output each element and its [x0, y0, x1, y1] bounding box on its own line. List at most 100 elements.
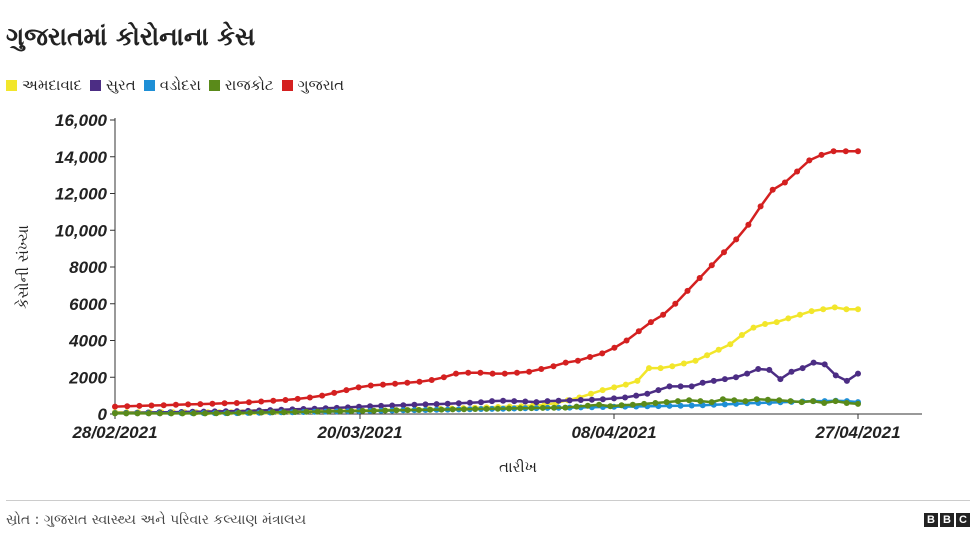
- legend-item: વડોદરા: [143, 76, 201, 94]
- data-point: [622, 394, 629, 401]
- data-point: [611, 344, 618, 351]
- data-point: [258, 398, 265, 405]
- data-point: [641, 400, 648, 407]
- data-point: [843, 400, 850, 406]
- data-point: [235, 409, 242, 416]
- data-point: [378, 402, 385, 409]
- data-point: [477, 369, 484, 376]
- data-point: [303, 408, 310, 415]
- bbc-logo-block: C: [956, 513, 970, 527]
- data-point: [306, 394, 313, 401]
- data-point: [753, 396, 760, 403]
- data-point: [562, 359, 569, 366]
- data-point: [669, 363, 676, 370]
- data-point: [213, 410, 220, 417]
- data-point: [455, 400, 462, 407]
- x-axis-title: તારીખ: [499, 458, 537, 476]
- data-point: [618, 402, 625, 409]
- data-point: [292, 409, 299, 415]
- data-point: [587, 354, 593, 360]
- data-point: [629, 401, 636, 408]
- data-point: [209, 400, 216, 407]
- data-point: [123, 410, 130, 417]
- data-point: [319, 392, 326, 399]
- data-point: [588, 390, 594, 397]
- data-point: [562, 404, 569, 411]
- x-tick-label: 28/02/2021: [71, 423, 157, 442]
- data-point: [660, 311, 667, 318]
- data-point: [172, 401, 179, 408]
- data-point: [686, 397, 693, 404]
- data-point: [688, 383, 695, 390]
- data-point: [449, 406, 456, 413]
- data-point: [179, 410, 186, 417]
- source-note: સ્રોત : ગુજરાત સ્વાસ્થ્ય અને પરિવાર કલ્ય…: [6, 512, 307, 528]
- data-point: [799, 365, 806, 372]
- data-point: [821, 400, 828, 406]
- data-point: [684, 287, 691, 294]
- data-point: [185, 401, 192, 408]
- data-point: [197, 401, 204, 408]
- data-point: [744, 370, 751, 377]
- legend-label: અમદાવાદ: [22, 76, 82, 94]
- data-point: [738, 332, 745, 338]
- legend-item: રાજકોટ: [208, 76, 274, 94]
- data-point: [832, 398, 839, 405]
- y-tick-label: 4000: [68, 332, 107, 351]
- data-point: [781, 179, 788, 186]
- data-point: [466, 399, 473, 406]
- data-point: [596, 401, 603, 408]
- data-point: [157, 410, 163, 417]
- data-point: [697, 398, 704, 405]
- data-point: [574, 357, 581, 364]
- data-point: [810, 398, 816, 405]
- data-point: [489, 398, 495, 405]
- data-point: [148, 402, 155, 409]
- data-point: [389, 402, 396, 409]
- data-point: [721, 249, 727, 256]
- legend-item: અમદાવાદ: [6, 76, 82, 94]
- data-point: [663, 399, 670, 406]
- data-point: [331, 389, 338, 396]
- data-point: [611, 395, 617, 402]
- data-point: [367, 403, 374, 410]
- data-point: [246, 399, 252, 406]
- data-point: [380, 381, 386, 388]
- data-point: [787, 398, 794, 405]
- data-point: [168, 410, 175, 417]
- data-point: [269, 409, 276, 416]
- legend-swatch: [6, 79, 17, 91]
- data-point: [247, 409, 254, 416]
- data-point: [699, 379, 706, 386]
- data-point: [588, 396, 595, 403]
- data-point: [696, 275, 703, 281]
- data-point: [337, 408, 344, 415]
- data-point: [798, 399, 805, 406]
- data-point: [224, 410, 231, 417]
- data-point: [655, 387, 662, 394]
- data-point: [818, 151, 825, 158]
- data-point: [539, 404, 546, 411]
- data-point: [348, 408, 355, 415]
- data-point: [635, 328, 642, 335]
- data-point: [821, 361, 828, 368]
- footer-divider: [6, 500, 970, 501]
- data-point: [599, 387, 606, 394]
- x-tick-label: 27/04/2021: [814, 423, 900, 442]
- data-point: [526, 368, 533, 375]
- data-point: [404, 407, 411, 414]
- data-point: [688, 402, 695, 409]
- data-point: [742, 398, 749, 405]
- data-point: [359, 407, 366, 414]
- legend-label: ગુજરાત: [297, 76, 345, 94]
- data-point: [677, 402, 684, 409]
- data-point: [599, 350, 606, 357]
- data-point: [500, 397, 507, 404]
- data-point: [314, 408, 321, 415]
- data-point: [843, 306, 850, 313]
- data-point: [356, 403, 362, 410]
- data-point: [855, 370, 861, 377]
- y-tick-label: 0: [98, 405, 108, 424]
- legend-label: રાજકોટ: [224, 76, 274, 94]
- data-point: [478, 399, 484, 406]
